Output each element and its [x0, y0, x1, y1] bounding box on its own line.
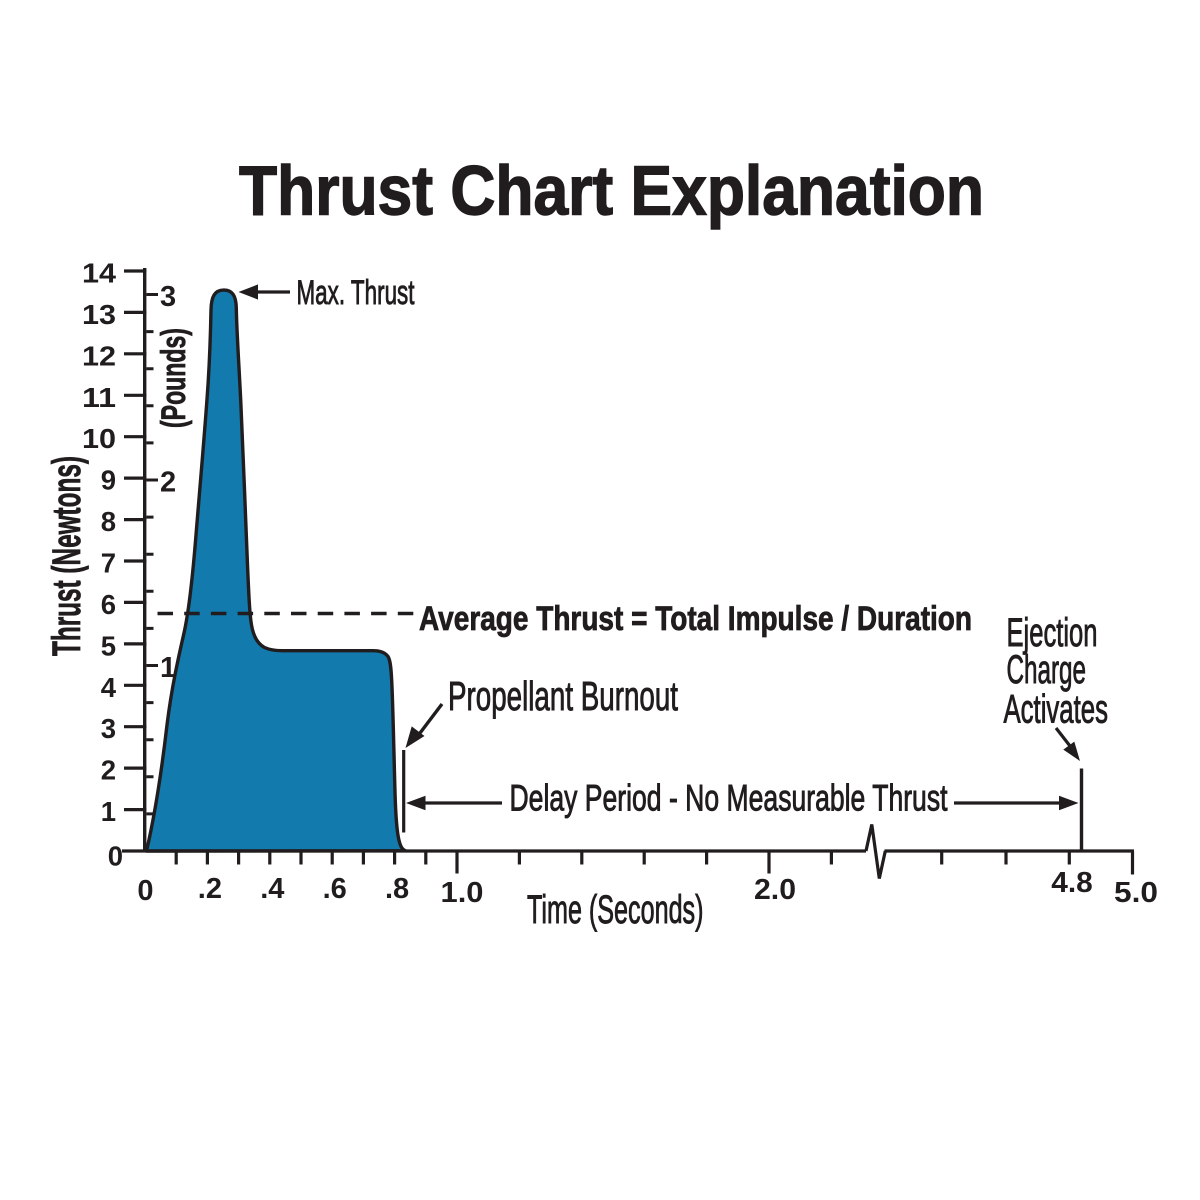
svg-text:.6: .6 — [323, 873, 347, 905]
svg-text:4: 4 — [101, 672, 117, 703]
svg-text:7: 7 — [101, 547, 116, 578]
svg-text:2: 2 — [160, 467, 176, 499]
svg-text:10: 10 — [82, 423, 116, 454]
svg-text:.4: .4 — [260, 873, 284, 905]
svg-text:Charge: Charge — [1007, 648, 1087, 692]
svg-text:(Pounds): (Pounds) — [155, 328, 193, 428]
svg-text:2.0: 2.0 — [754, 874, 796, 906]
svg-text:Average Thrust = Total Impulse: Average Thrust = Total Impulse / Duratio… — [419, 600, 972, 638]
svg-text:12: 12 — [82, 340, 116, 371]
svg-text:1: 1 — [101, 796, 116, 827]
svg-text:5.0: 5.0 — [1114, 877, 1158, 909]
svg-text:1.0: 1.0 — [441, 877, 484, 909]
svg-text:2: 2 — [101, 755, 116, 786]
svg-text:0: 0 — [137, 875, 153, 907]
svg-text:5: 5 — [101, 630, 116, 661]
svg-text:6: 6 — [101, 589, 116, 620]
svg-text:.8: .8 — [385, 873, 409, 905]
svg-text:3: 3 — [160, 281, 176, 313]
svg-text:14: 14 — [82, 258, 117, 289]
svg-text:Time (Seconds): Time (Seconds) — [527, 888, 704, 932]
svg-text:11: 11 — [82, 382, 116, 413]
svg-text:.2: .2 — [198, 873, 222, 905]
svg-text:Delay Period - No Measurable T: Delay Period - No Measurable Thrust — [510, 778, 949, 819]
svg-text:Ejection: Ejection — [1007, 611, 1098, 655]
svg-text:9: 9 — [101, 465, 116, 496]
svg-text:Propellant Burnout: Propellant Burnout — [448, 673, 678, 719]
svg-text:Max. Thrust: Max. Thrust — [297, 274, 415, 312]
svg-text:0: 0 — [108, 841, 123, 872]
svg-text:Activates: Activates — [1004, 688, 1109, 732]
svg-text:Thrust Chart Explanation: Thrust Chart Explanation — [239, 152, 984, 230]
svg-text:Thrust (Newtons): Thrust (Newtons) — [45, 456, 89, 656]
svg-text:13: 13 — [82, 299, 116, 330]
svg-text:3: 3 — [101, 713, 116, 744]
svg-text:1: 1 — [160, 652, 176, 684]
svg-text:4.8: 4.8 — [1051, 867, 1093, 899]
svg-text:8: 8 — [101, 506, 116, 537]
